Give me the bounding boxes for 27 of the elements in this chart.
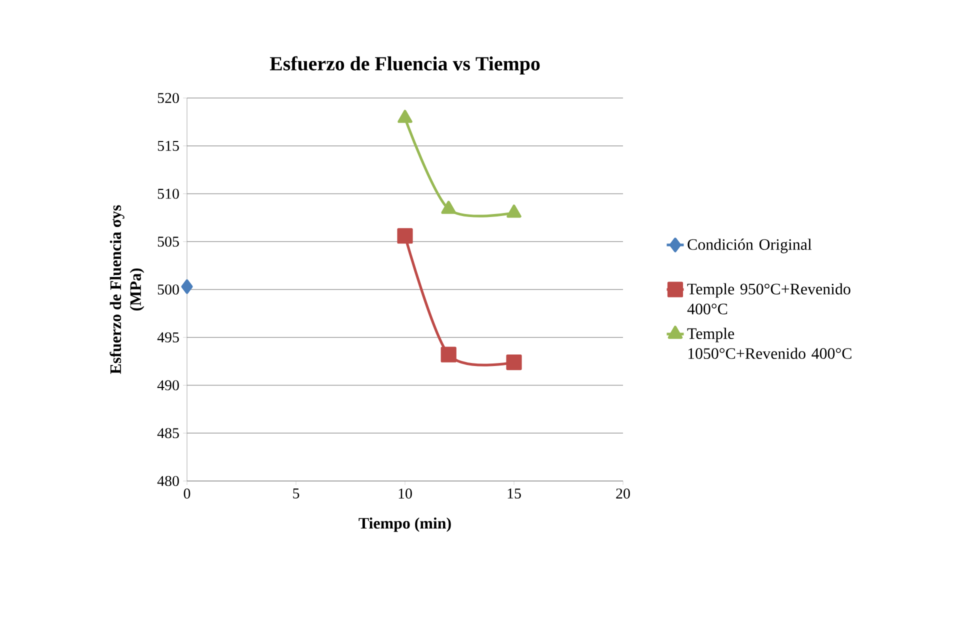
- legend-label: Temple 950°C+Revenido 400°C: [687, 283, 850, 314]
- y-tick-label: 515: [158, 140, 179, 151]
- y-tick-label: 505: [158, 236, 179, 247]
- legend-label: Condición Original: [688, 238, 812, 254]
- point: [506, 354, 522, 370]
- y-tick-label: 510: [158, 188, 179, 199]
- y-tick-label: 490: [157, 380, 179, 390]
- y-tick-label: 480: [157, 476, 179, 486]
- point: [440, 346, 456, 362]
- point: [181, 279, 193, 294]
- y-tick-label: 520: [158, 92, 179, 104]
- chart-title: Esfuerzo de Fluencia vs Tiempo: [270, 56, 540, 74]
- point: [398, 110, 412, 123]
- y-tick-label: 500: [158, 284, 179, 295]
- x-tick-label: 15: [508, 488, 521, 499]
- point: [397, 228, 413, 244]
- x-tick-label: 10: [398, 488, 412, 499]
- legend-label: Temple 1050°C+Revenido 400°C: [687, 328, 852, 359]
- x-tick-label: 5: [293, 488, 300, 498]
- y-tick-label: 495: [157, 332, 179, 342]
- y-tick-label: 485: [157, 428, 179, 438]
- y-axis-title: Esfuerzo de Fluencia σys (MPa): [110, 205, 144, 374]
- point: [506, 204, 522, 218]
- point: [441, 200, 456, 214]
- x-tick-label: 0: [184, 488, 190, 499]
- x-axis-title: Tiempo (min): [358, 517, 451, 532]
- x-tick-label: 20: [616, 488, 630, 499]
